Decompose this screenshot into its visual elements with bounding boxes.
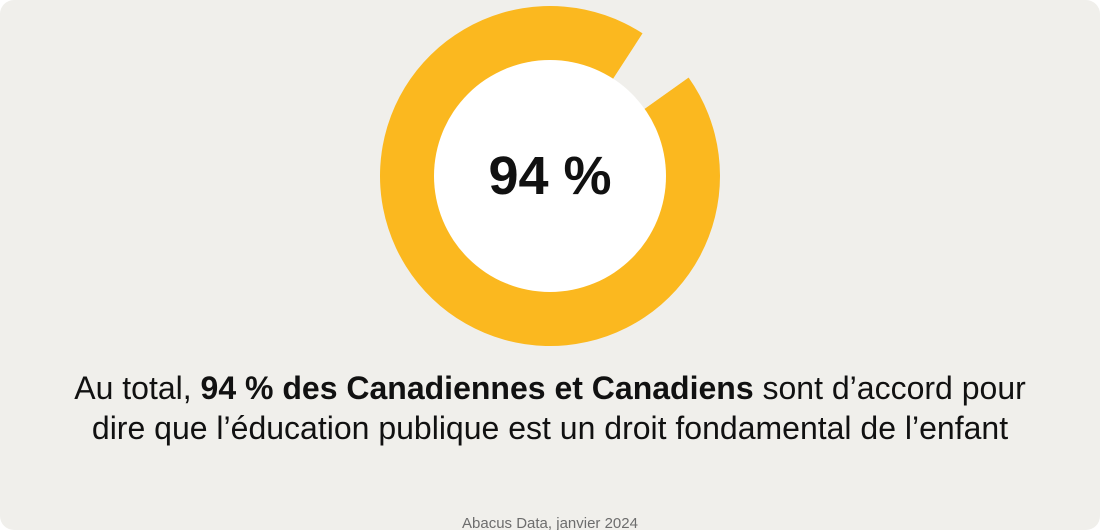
statement-pre: Au total, — [74, 370, 201, 406]
statement-post: sont d’accord pour dire que l’éducation … — [91, 370, 1026, 446]
source-note: Abacus Data, janvier 2024 — [462, 515, 638, 530]
statement-text: Au total, 94 % des Canadiennes et Canadi… — [60, 368, 1040, 448]
statement-emphasis: 94 % des Canadiennes et Canadiens — [200, 370, 754, 406]
donut-chart: 94 % — [380, 6, 720, 346]
donut-hole — [434, 60, 666, 292]
center-value-label: 94 % — [488, 146, 611, 206]
donut-svg: 94 % — [380, 6, 720, 346]
